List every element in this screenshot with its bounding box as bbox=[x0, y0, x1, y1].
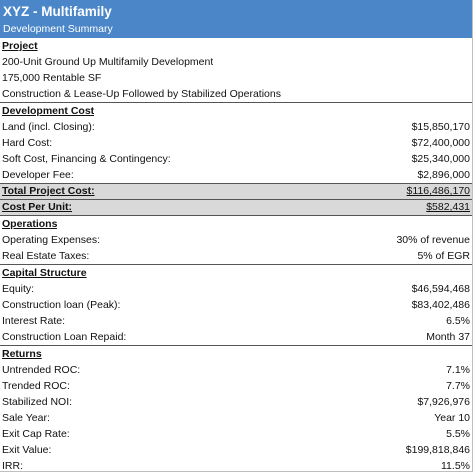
section-capital-structure-heading: Capital Structure bbox=[0, 264, 472, 281]
returns-row-sale-year: Sale Year: Year 10 bbox=[2, 412, 470, 424]
total-project-cost-row: Total Project Cost: $116,486,170 bbox=[0, 183, 472, 200]
section-development-cost-heading: Development Cost bbox=[0, 102, 472, 119]
returns-row-stabilized-noi: Stabilized NOI: $7,926,976 bbox=[2, 396, 470, 408]
project-line: 175,000 Rentable SF bbox=[2, 72, 102, 84]
capital-row-interest-rate: Interest Rate: 6.5% bbox=[2, 315, 470, 327]
returns-row-exit-cap-rate: Exit Cap Rate: 5.5% bbox=[2, 428, 470, 440]
cost-row-land: Land (incl. Closing): $15,850,170 bbox=[2, 121, 470, 133]
operations-row-taxes: Real Estate Taxes: 5% of EGR bbox=[2, 250, 470, 262]
cost-row-hard: Hard Cost: $72,400,000 bbox=[2, 137, 470, 149]
capital-row-loan-repaid: Construction Loan Repaid: Month 37 bbox=[2, 331, 470, 343]
section-returns-heading: Returns bbox=[0, 345, 472, 362]
section-project-heading: Project bbox=[2, 40, 38, 52]
section-operations-heading: Operations bbox=[2, 218, 58, 230]
returns-row-untrended-roc: Untrended ROC: 7.1% bbox=[2, 364, 470, 376]
cost-per-unit-row: Cost Per Unit: $582,431 bbox=[0, 200, 472, 216]
project-line: 200-Unit Ground Up Multifamily Developme… bbox=[2, 56, 214, 68]
cost-row-soft: Soft Cost, Financing & Contingency: $25,3… bbox=[2, 153, 470, 165]
returns-row-trended-roc: Trended ROC: 7.7% bbox=[2, 380, 470, 392]
capital-row-construction-loan: Construction loan (Peak): $83,402,486 bbox=[2, 299, 470, 311]
operations-row-opex: Operating Expenses: 30% of revenue bbox=[2, 234, 470, 246]
project-line: Construction & Lease-Up Followed by Stab… bbox=[2, 88, 281, 100]
returns-row-irr: IRR: 11.5% bbox=[2, 460, 470, 472]
returns-row-exit-value: Exit Value: $199,818,846 bbox=[2, 444, 470, 456]
page-subtitle: Development Summary bbox=[3, 23, 113, 35]
capital-row-equity: Equity: $46,594,468 bbox=[2, 283, 470, 295]
cost-row-developer-fee: Developer Fee: $2,896,000 bbox=[2, 169, 470, 181]
header-band: XYZ - Multifamily Development Summary bbox=[0, 0, 472, 38]
page-title: XYZ - Multifamily bbox=[3, 4, 112, 19]
